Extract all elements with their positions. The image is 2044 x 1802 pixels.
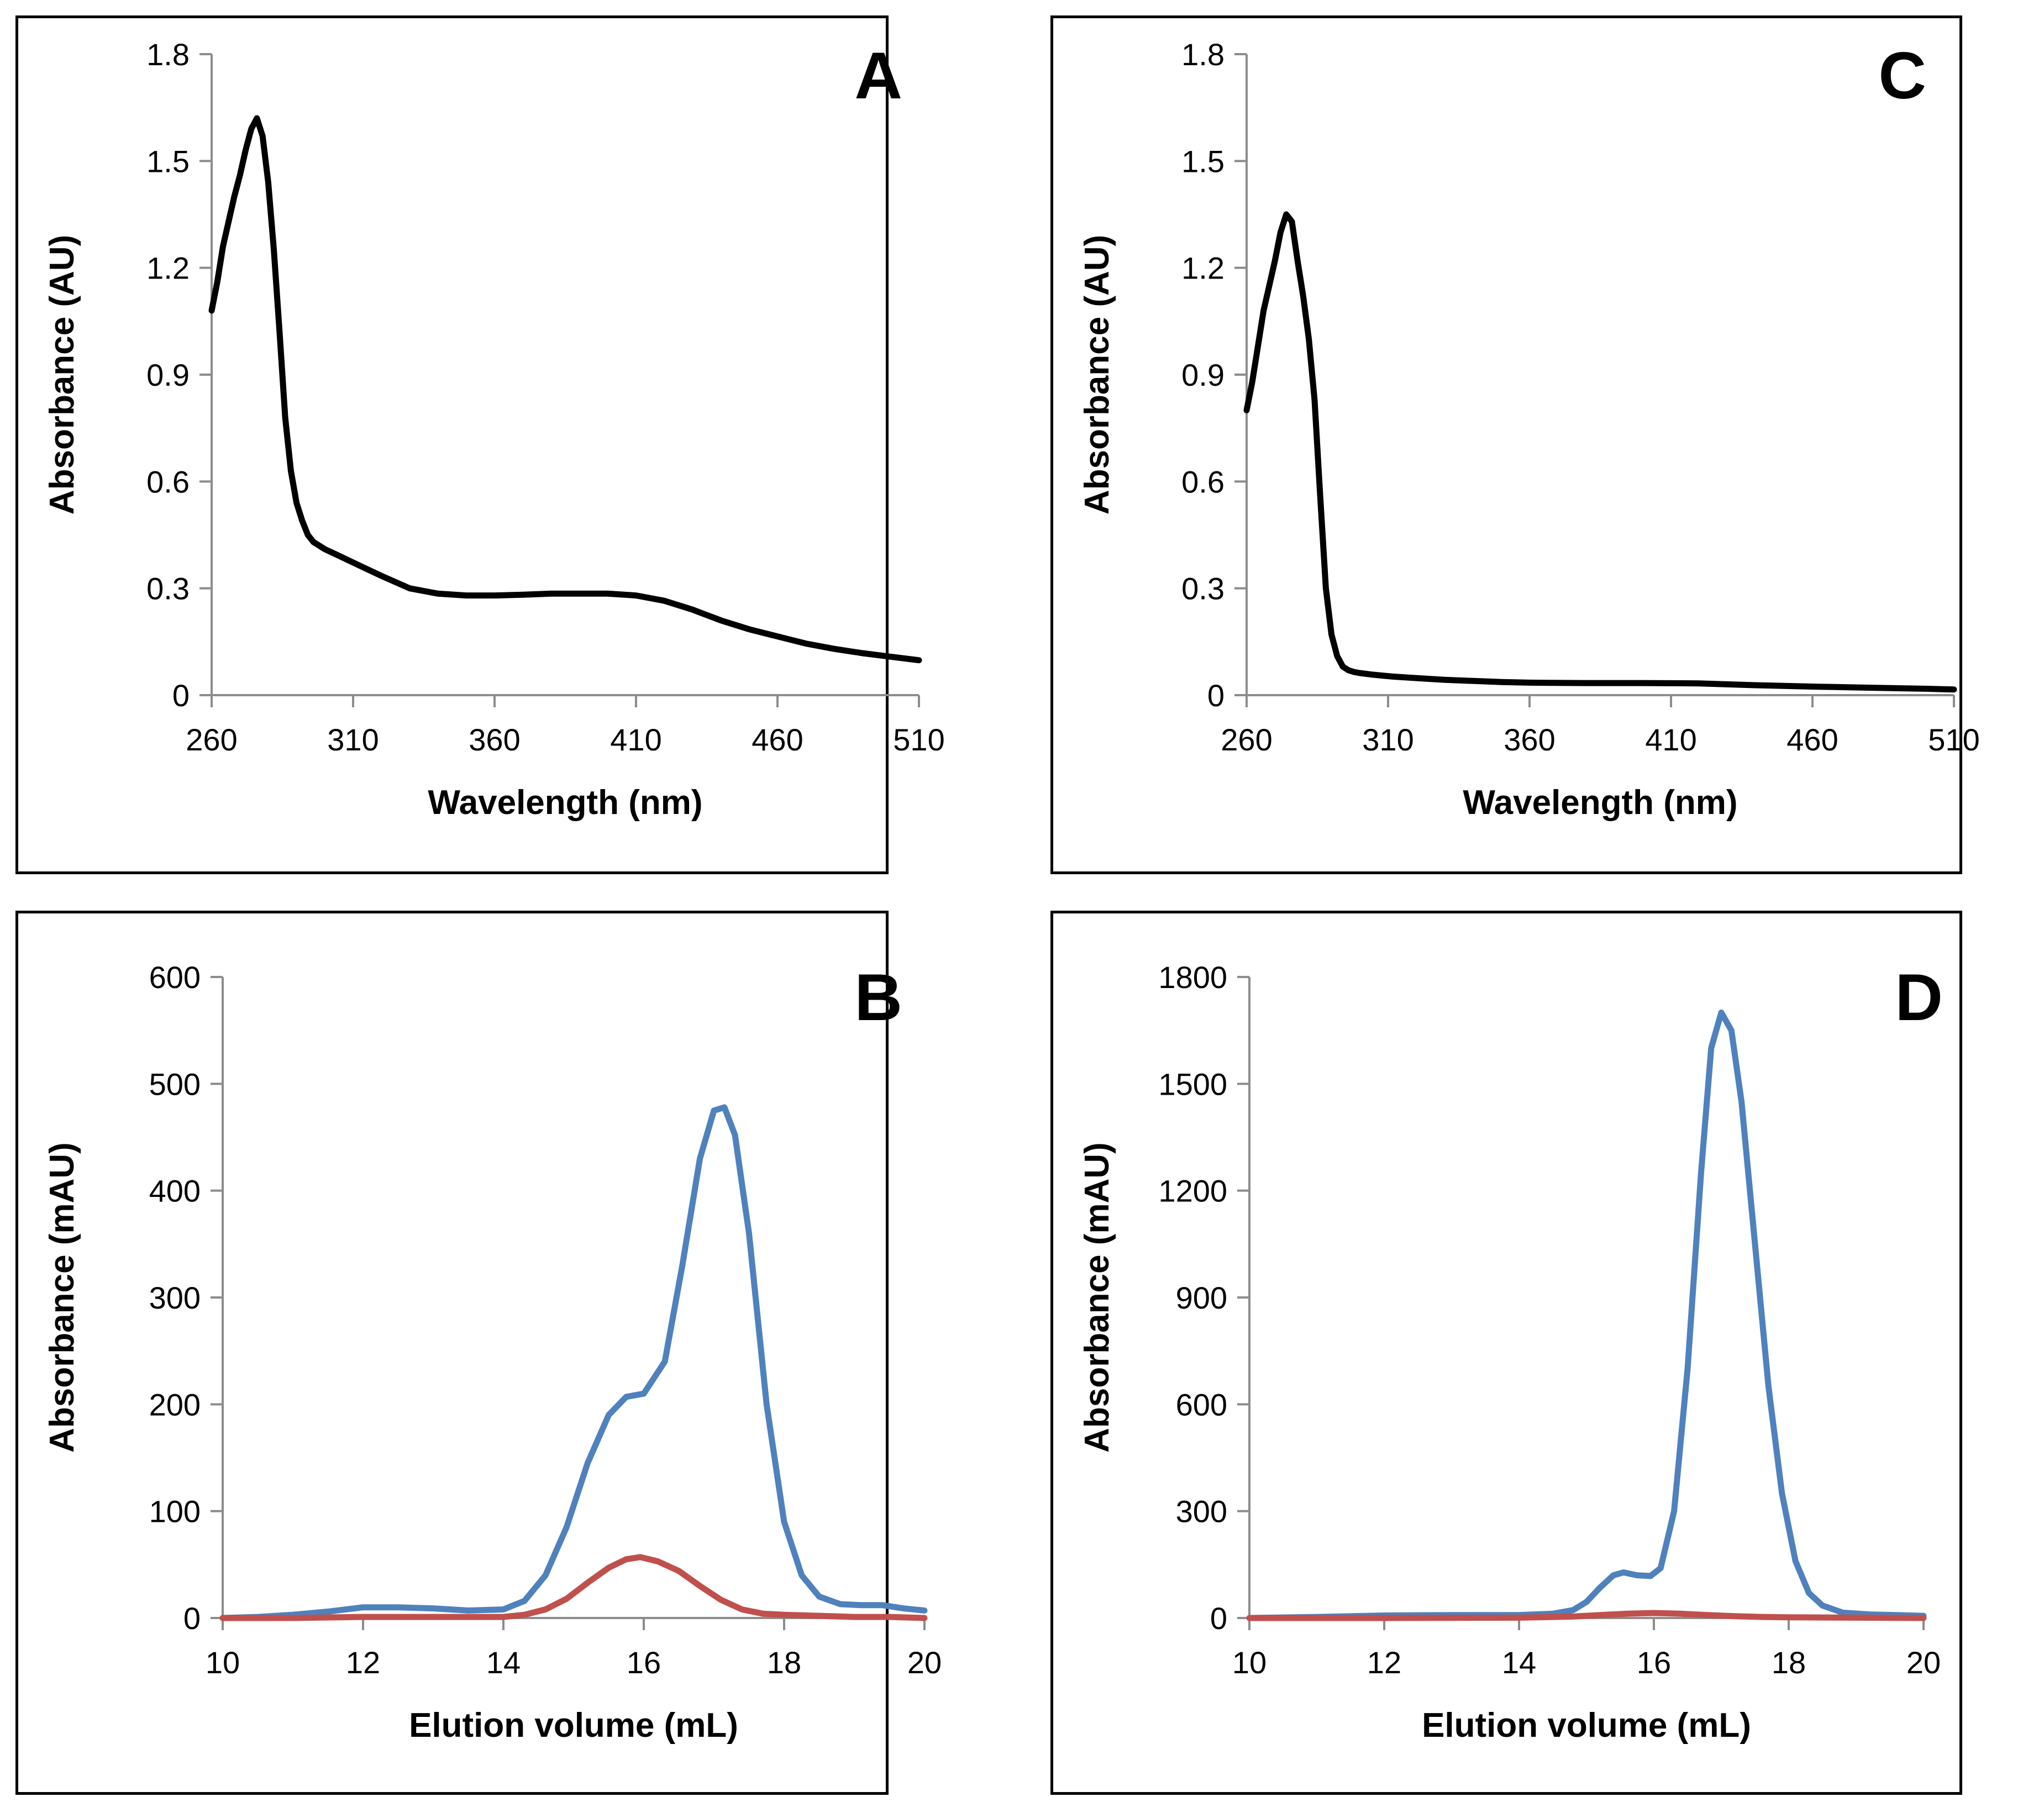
chart-a-x-tick-label: 310 [327, 722, 379, 757]
chart-d-x-tick-label: 18 [1772, 1645, 1806, 1680]
chart-b-x-tick-label: 16 [627, 1645, 661, 1680]
chart-c-svg: 0 0.3 0.6 0.9 1.2 1.5 1.8 260 310 360 410 460 510 Wav… [1078, 37, 1980, 822]
chart-c-x-tick-label: 260 [1221, 722, 1272, 757]
chart-c-y-tick-label: 1.5 [1181, 144, 1225, 178]
chart-b-y-tick-label: 200 [149, 1387, 201, 1422]
chart-a-panel-letter: A [854, 39, 902, 113]
chart-c-y-tick-label: 0.6 [1181, 464, 1225, 499]
chart-a-y-tick-label: 1.8 [146, 37, 190, 72]
chart-b-x-tick-label: 20 [907, 1645, 942, 1680]
panel-d-elution-profile: 0 300 600 900 1200 1500 1800 10 12 14 16 18 20 Elutio… [1050, 911, 1962, 1795]
chart-d-x-axis-title: Elution volume (mL) [1422, 1706, 1751, 1745]
chart-b-y-axis-title: Absorbance (mAU) [43, 1142, 81, 1453]
chart-a-x-axis-title: Wavelength (nm) [428, 784, 702, 822]
panel-a-uv-spectrum: 0 0.3 0.6 0.9 1.2 1.5 1.8 260 310 360 410 460 510 Wav… [15, 15, 945, 874]
chart-b-y-tick-label: 0 [183, 1601, 201, 1636]
chart-d-panel-letter: D [1895, 960, 1943, 1034]
chart-c-x-tick-label: 510 [1928, 722, 1979, 757]
chart-c-x-tick-label: 410 [1645, 722, 1696, 757]
chart-d-x-tick-label: 10 [1232, 1645, 1267, 1680]
chart-c-y-tick-label: 0.9 [1181, 358, 1225, 392]
chart-c-y-tick-label: 1.2 [1181, 251, 1225, 286]
chart-a-x-tick-label: 460 [752, 722, 803, 757]
chart-a-y-tick-label: 1.2 [146, 251, 190, 286]
chart-a-y-tick-label: 0.3 [146, 571, 190, 606]
chart-c-x-tick-label: 460 [1786, 722, 1838, 757]
chart-b-series-red-trace [219, 1554, 928, 1621]
chart-b-x-tick-label: 10 [206, 1645, 240, 1680]
chart-d-series-blue-trace [1246, 1009, 1927, 1621]
chart-b-y-tick-label: 300 [149, 1280, 201, 1315]
chart-b-y-tick-label: 400 [149, 1174, 201, 1209]
chart-b-y-tick-label: 100 [149, 1494, 201, 1529]
chart-d-y-tick-label: 1200 [1158, 1174, 1227, 1209]
chart-c-x-tick-label: 360 [1504, 722, 1555, 757]
chart-b-x-tick-label: 12 [346, 1645, 380, 1680]
chart-a-x-tick-label: 260 [186, 722, 237, 757]
chart-c-x-axis-title: Wavelength (nm) [1463, 784, 1737, 822]
chart-a-x-tick-label: 410 [610, 722, 661, 757]
chart-b-x-tick-label: 14 [486, 1645, 521, 1680]
chart-a-y-axis-title: Absorbance (AU) [43, 235, 81, 514]
chart-c-y-axis-title: Absorbance (AU) [1078, 235, 1116, 514]
panel-b-elution-profile: 0 100 200 300 400 500 600 10 12 14 16 18 20 Elution v… [15, 911, 942, 1795]
chart-d-y-tick-label: 0 [1210, 1601, 1227, 1636]
chart-a-y-tick-label: 0.6 [146, 464, 190, 499]
chart-b-y-tick-label: 500 [149, 1067, 201, 1101]
chart-d-svg: 0 300 600 900 1200 1500 1800 10 12 14 16 18 20 Elutio… [1078, 960, 1943, 1745]
chart-d-x-tick-label: 20 [1906, 1645, 1941, 1680]
chart-b-series-blue-trace [219, 1104, 928, 1621]
chart-d-y-axis-title: Absorbance (mAU) [1078, 1142, 1116, 1453]
chart-c-x-tick-label: 310 [1362, 722, 1414, 757]
chart-c-y-tick-label: 0.3 [1181, 571, 1225, 606]
chart-d-x-tick-label: 16 [1637, 1645, 1671, 1680]
chart-b-x-axis-title: Elution volume (mL) [409, 1706, 738, 1745]
chart-d-y-tick-label: 900 [1176, 1280, 1227, 1315]
chart-a-y-tick-label: 0 [172, 678, 190, 713]
chart-a-x-tick-label: 510 [893, 722, 944, 757]
chart-a-svg: 0 0.3 0.6 0.9 1.2 1.5 1.8 260 310 360 410 460 510 Wav… [43, 37, 945, 822]
chart-d-y-tick-label: 300 [1176, 1494, 1227, 1529]
panel-c-uv-spectrum: 0 0.3 0.6 0.9 1.2 1.5 1.8 260 310 360 410 460 510 Wav… [1050, 15, 1980, 874]
chart-d-x-tick-label: 14 [1502, 1645, 1536, 1680]
chart-b-svg: 0 100 200 300 400 500 600 10 12 14 16 18 20 Elution v… [43, 960, 942, 1745]
chart-d-x-tick-label: 12 [1367, 1645, 1401, 1680]
chart-a-y-tick-label: 1.5 [146, 144, 190, 178]
chart-d-y-tick-label: 600 [1176, 1387, 1227, 1422]
chart-d-y-tick-label: 1800 [1158, 960, 1227, 995]
chart-c-panel-letter: C [1878, 39, 1926, 113]
chart-a-series-spectrum [208, 115, 922, 664]
chart-b-panel-letter: B [854, 960, 902, 1034]
chart-c-y-tick-label: 1.8 [1181, 37, 1225, 72]
chart-d-series-red-trace [1246, 1610, 1927, 1621]
chart-a-y-tick-label: 0.9 [146, 358, 190, 392]
chart-c-series-spectrum [1243, 211, 1957, 693]
chart-b-x-tick-label: 18 [767, 1645, 801, 1680]
chart-d-y-tick-label: 1500 [1158, 1067, 1227, 1101]
chart-b-y-tick-label: 600 [149, 960, 201, 995]
chart-a-x-tick-label: 360 [469, 722, 520, 757]
chart-c-y-tick-label: 0 [1207, 678, 1225, 713]
